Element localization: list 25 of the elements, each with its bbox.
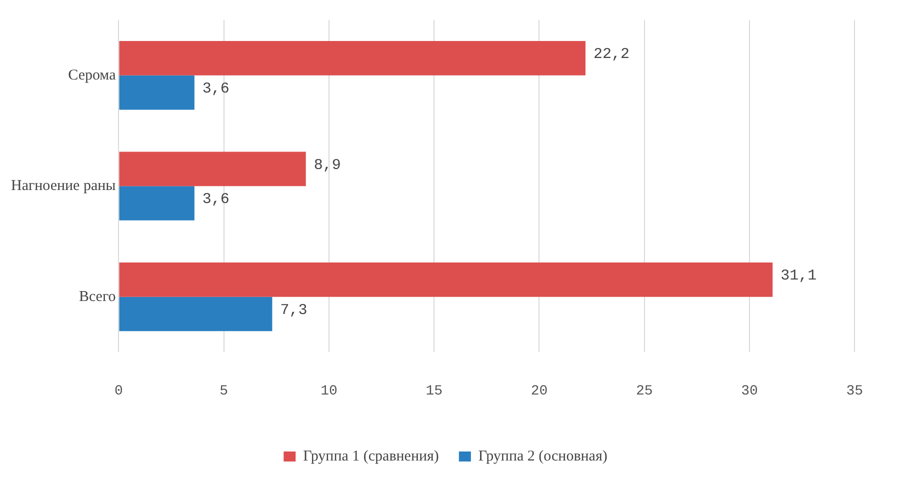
y-tick-label: Серома	[68, 67, 116, 84]
data-label: 8,9	[314, 156, 341, 174]
y-tick-label: Всего	[78, 288, 116, 305]
legend-label: Группа 1 (сравнения)	[303, 448, 439, 464]
bar	[119, 75, 194, 110]
x-tick-label: 5	[220, 383, 228, 400]
x-tick-label: 10	[320, 383, 338, 400]
x-tick-label: 0	[114, 383, 123, 400]
legend-label: Группа 2 (основная)	[478, 448, 608, 464]
y-tick-label: Нагноение раны	[10, 178, 116, 194]
bar	[119, 41, 586, 76]
data-label: 3,6	[202, 191, 230, 208]
x-tick-label: 30	[741, 383, 758, 400]
x-tick-label: 25	[636, 383, 653, 400]
x-tick-label: 35	[846, 383, 864, 400]
x-tick-label: 15	[426, 383, 443, 400]
bar	[119, 152, 306, 186]
x-tick-label: 20	[530, 383, 548, 400]
bar	[119, 186, 194, 220]
data-label: 7,3	[280, 302, 308, 319]
bar	[119, 296, 272, 332]
data-label: 22,2	[593, 46, 630, 64]
data-label: 31,1	[780, 268, 817, 285]
bar	[119, 262, 773, 297]
data-label: 3,6	[202, 80, 230, 98]
